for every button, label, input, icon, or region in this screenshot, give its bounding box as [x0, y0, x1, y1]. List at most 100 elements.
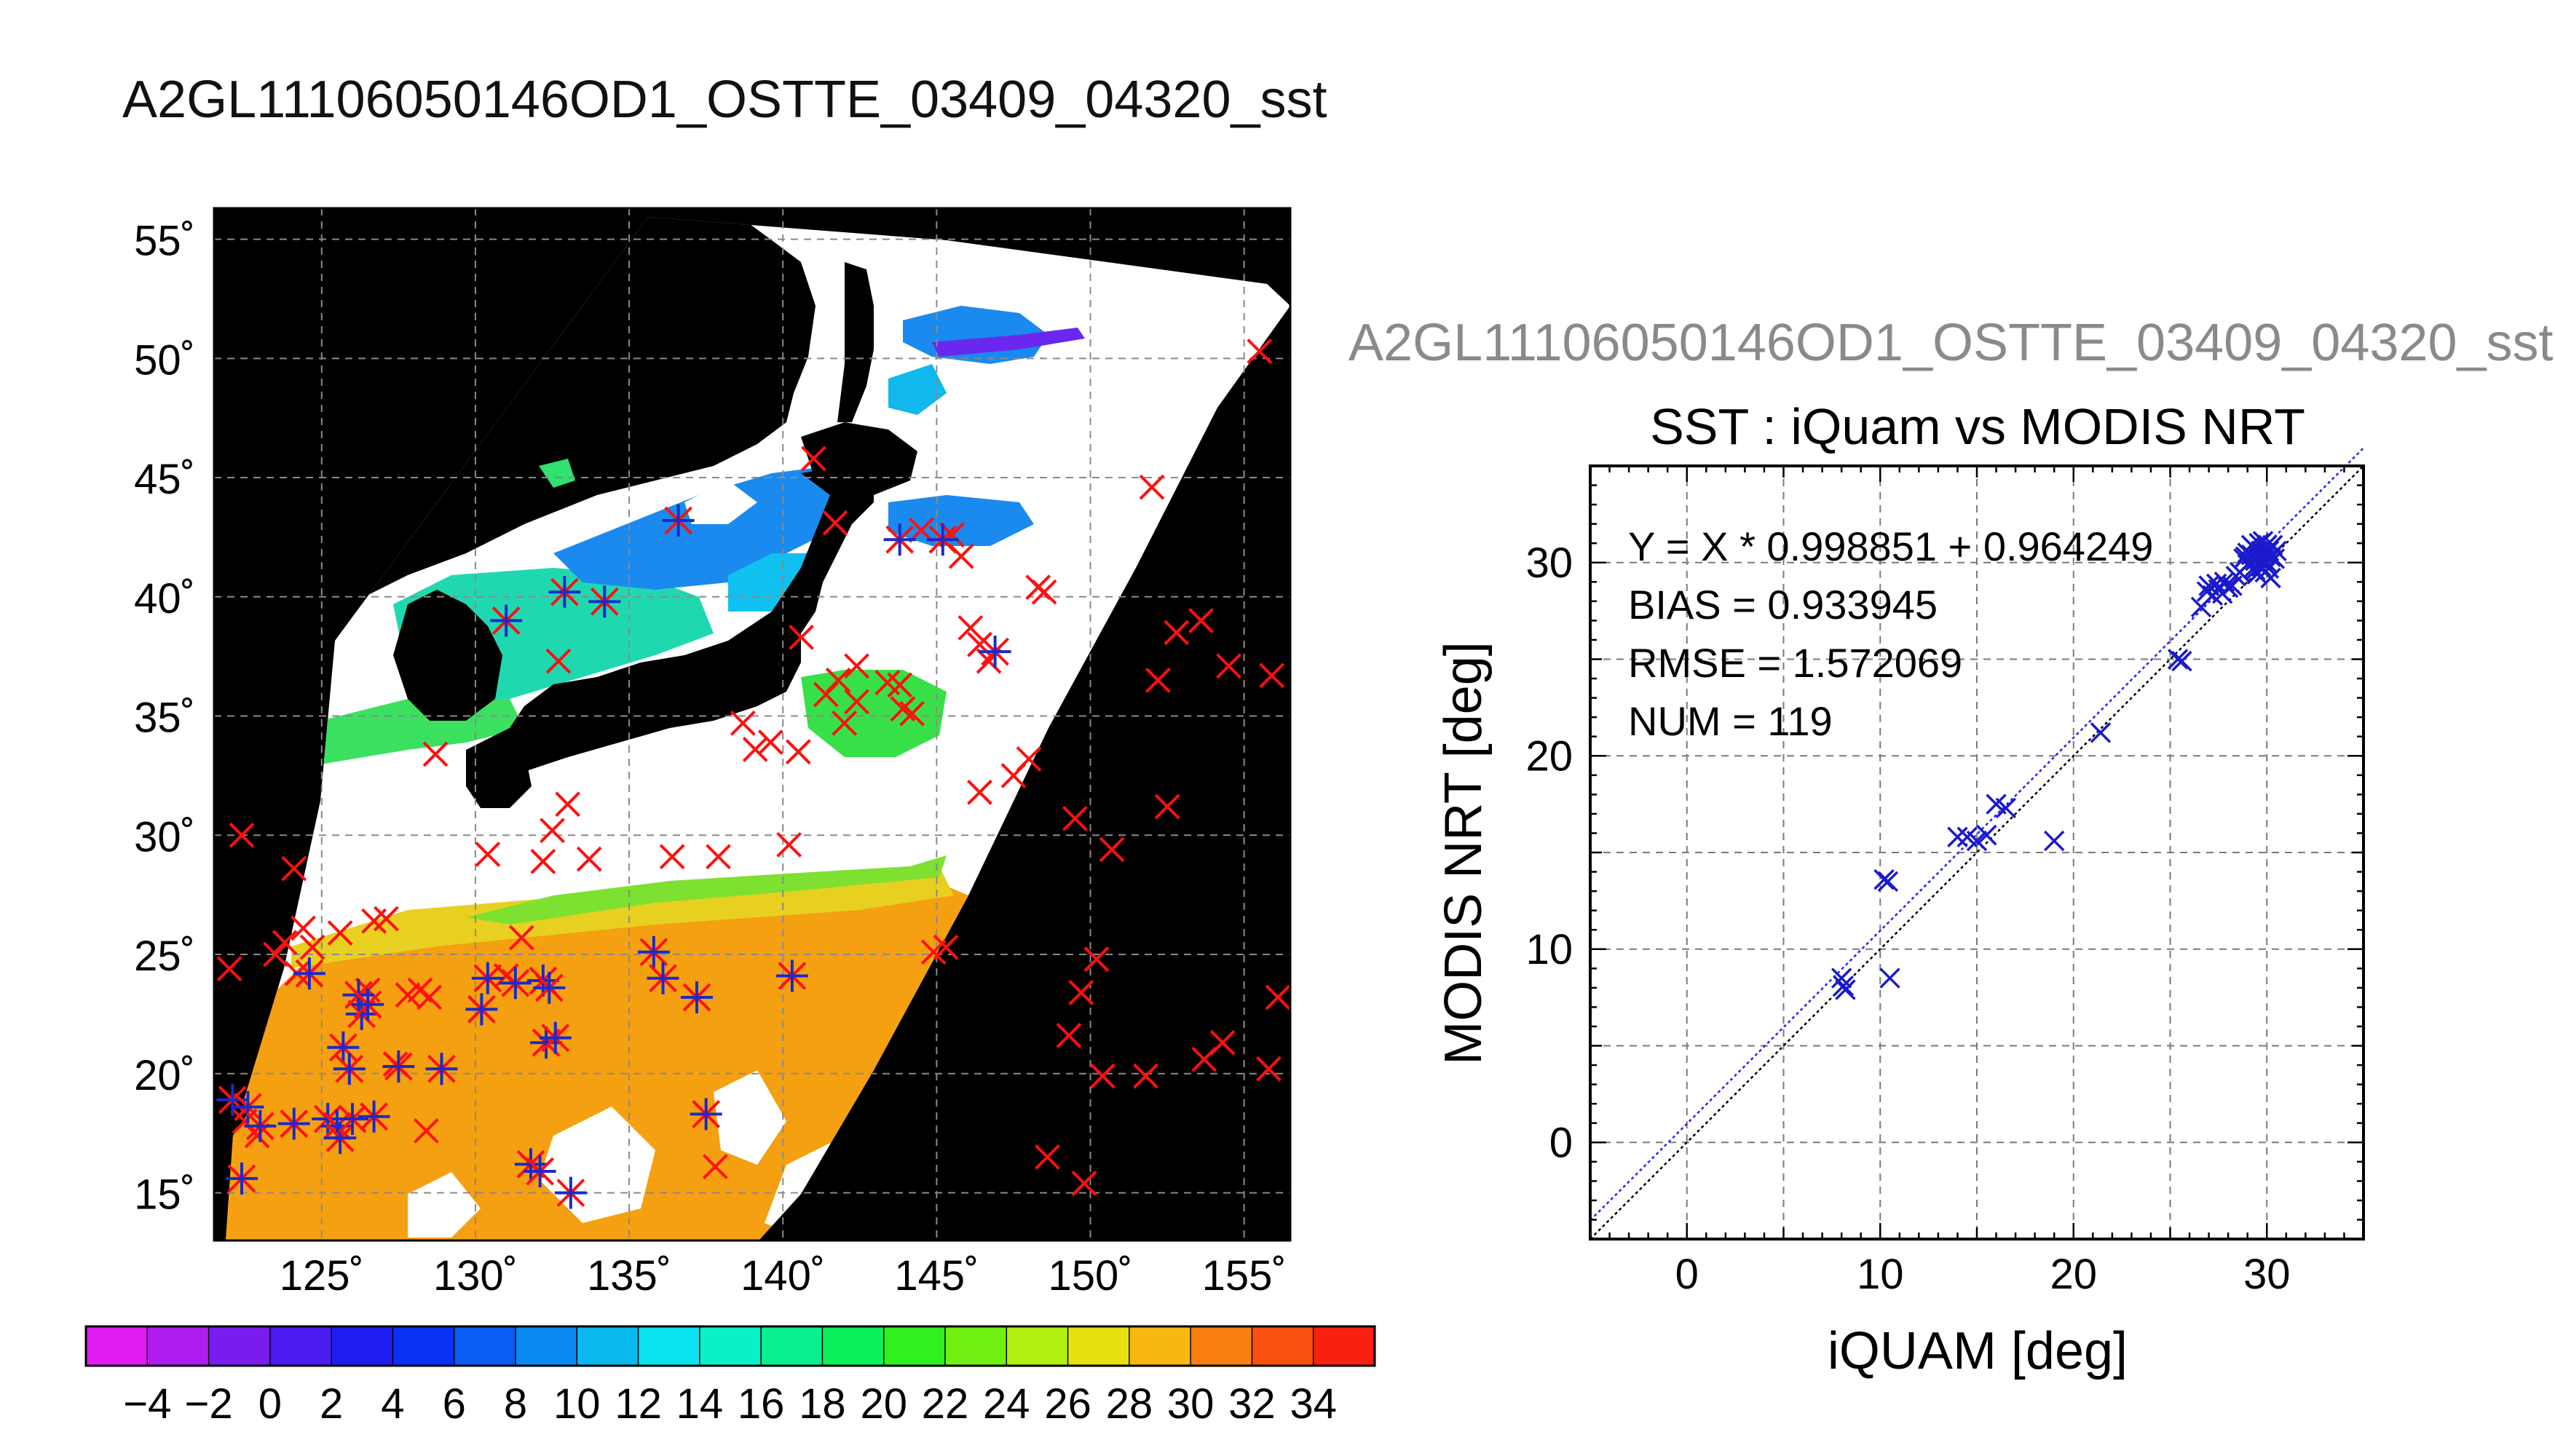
map-blue-star	[226, 1162, 258, 1195]
scatter-point	[2235, 546, 2256, 568]
region-purple-okhotsk-strip	[932, 328, 1085, 357]
map-blue-star	[244, 1109, 277, 1142]
map-red-cross	[887, 672, 913, 698]
map-blue-star	[524, 1155, 556, 1188]
colorbar	[84, 1325, 1376, 1367]
scatter-point	[2090, 722, 2112, 743]
cloud-patch-sea-of-japan	[684, 480, 757, 524]
map-lat-tick-label: 30˚	[134, 813, 195, 860]
colorbar-segment	[269, 1326, 332, 1366]
map-red-cross	[1056, 1022, 1082, 1048]
map-red-cross	[742, 736, 768, 762]
scatter-x-tick-label: 10	[1857, 1251, 1904, 1298]
colorbar-segment	[208, 1326, 271, 1366]
colorbar-segment	[1006, 1326, 1069, 1366]
scatter-ticks	[1589, 464, 2365, 1241]
map-red-cross	[374, 906, 399, 932]
map-blue-star	[333, 1053, 366, 1085]
map-red-cross	[1154, 794, 1180, 820]
map-blue-star	[554, 1176, 587, 1209]
map-blue-star	[588, 585, 621, 618]
map-red-cross	[299, 934, 325, 960]
map-blue-star	[382, 1050, 415, 1083]
colorbar-tick-label: 12	[615, 1380, 662, 1428]
scatter-point	[2256, 534, 2278, 556]
map-red-cross	[1256, 1056, 1282, 1082]
map-blue-star	[293, 957, 325, 990]
map-red-cross	[291, 915, 316, 941]
map-red-cross	[702, 1154, 728, 1179]
map-blue-star	[490, 604, 523, 637]
cloud-patch-south-4	[408, 1172, 481, 1238]
cloud-patch-south-2	[714, 1070, 786, 1165]
map-lon-tick-label: 130˚	[433, 1252, 518, 1299]
map-red-cross	[844, 689, 869, 715]
map-blue-star	[775, 960, 808, 992]
colorbar-segment	[1252, 1326, 1314, 1366]
scatter-point	[2171, 650, 2192, 672]
map-red-cross	[413, 1117, 439, 1144]
scatter-y-tick-label: 0	[1549, 1119, 1573, 1166]
map-red-cross	[1016, 746, 1042, 772]
land-sakhalin	[837, 262, 874, 422]
map-red-cross	[832, 710, 858, 736]
scatter-title: SST : iQuam vs MODIS NRT	[1650, 398, 2305, 455]
scatter-point	[1976, 824, 1997, 846]
colorbar-segment	[699, 1326, 762, 1366]
map-latitude-labels: 55˚ 50˚ 45˚ 40˚ 35˚ 30˚ 25˚ 20˚ 15˚	[134, 218, 195, 1219]
map-lat-tick-label: 45˚	[134, 456, 195, 503]
map-blue-star	[883, 523, 916, 556]
scatter-y-tick-label: 20	[1525, 732, 1573, 780]
scatter-point	[2264, 548, 2286, 569]
map-blue-star	[425, 1053, 458, 1085]
scatter-annotation-fit: Y = X * 0.998851 + 0.964249	[1628, 523, 2153, 569]
map-lat-tick-label: 40˚	[134, 575, 195, 622]
colorbar-tick-label: −4	[123, 1380, 171, 1428]
map-red-cross	[730, 710, 756, 736]
colorbar-segment	[883, 1326, 946, 1366]
scatter-annotation-rmse: RMSE = 1.572069	[1628, 640, 1962, 686]
colorbar-tick-label: 20	[860, 1380, 907, 1428]
scatter-x-tick-labels: 0 10 20 30	[1675, 1251, 2291, 1298]
map-red-cross	[475, 842, 501, 867]
map-red-cross	[785, 739, 811, 765]
colorbar-segment	[454, 1326, 516, 1366]
map-red-cross	[576, 846, 602, 872]
scatter-point	[1835, 979, 1856, 1000]
colorbar-segment	[331, 1326, 393, 1366]
map-blue-star	[662, 505, 695, 537]
map-lat-tick-label: 25˚	[134, 933, 195, 980]
map-red-cross	[899, 700, 925, 727]
scatter-point	[1873, 869, 1895, 890]
map-lon-tick-label: 140˚	[741, 1252, 825, 1299]
scatter-point	[2260, 567, 2281, 589]
colorbar-segment	[147, 1326, 210, 1366]
map-blue-star	[216, 1083, 249, 1116]
colorbar-tick-label: 28	[1106, 1380, 1153, 1428]
colorbar-tick-label: 6	[443, 1380, 466, 1428]
map-red-cross	[263, 941, 288, 968]
map-lon-tick-label: 135˚	[587, 1252, 671, 1299]
scatter-y-tick-label: 30	[1525, 539, 1573, 587]
map-blue-star	[926, 523, 959, 556]
colorbar-tick-label: 10	[553, 1380, 601, 1428]
map-red-cross	[1062, 805, 1088, 831]
map-lon-tick-label: 150˚	[1048, 1252, 1132, 1299]
map-red-cross	[1068, 980, 1094, 1005]
map-blue-star	[979, 636, 1011, 668]
colorbar-segment	[761, 1326, 823, 1366]
colorbar-segment	[1129, 1326, 1191, 1366]
scatter-x-tick-label: 0	[1675, 1251, 1699, 1298]
map-red-cross	[967, 779, 992, 805]
map-red-cross	[933, 934, 959, 960]
scatter-point	[1833, 975, 1855, 997]
map-red-cross	[216, 956, 242, 982]
map-lat-tick-label: 55˚	[134, 218, 195, 265]
region-yellow-band	[291, 866, 954, 968]
land-hokkaido	[801, 422, 917, 495]
region-green-pacific-south-japan	[801, 670, 947, 757]
map-red-cross	[545, 648, 572, 674]
colorbar-tick-label: 24	[983, 1380, 1030, 1428]
map-red-cross	[1164, 620, 1190, 646]
